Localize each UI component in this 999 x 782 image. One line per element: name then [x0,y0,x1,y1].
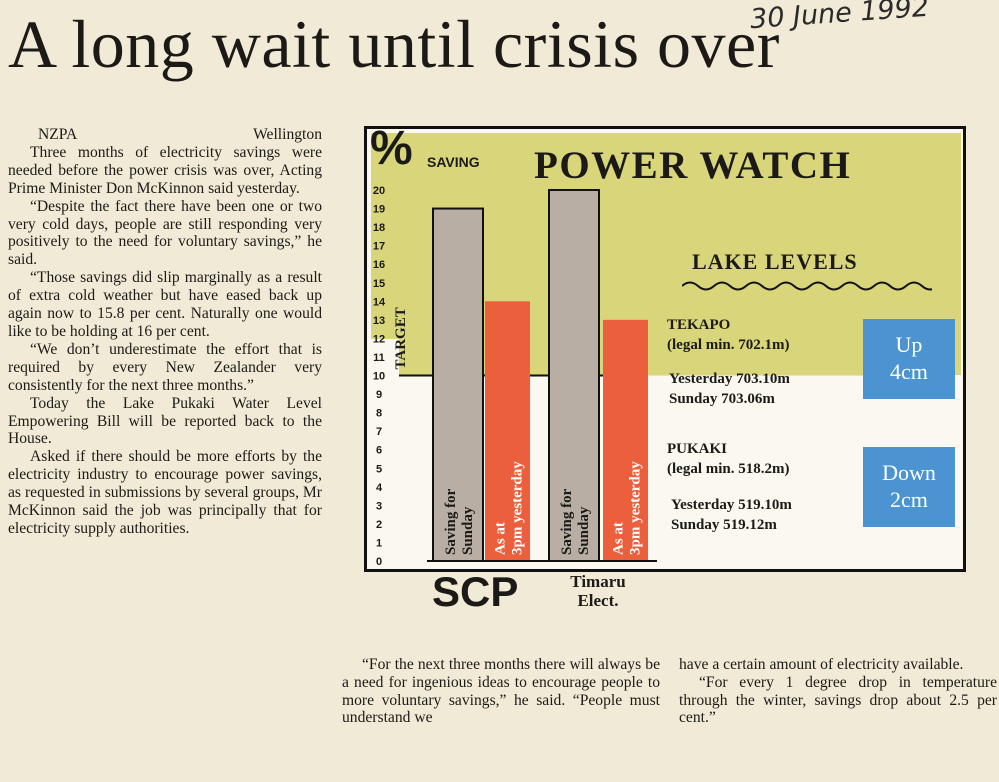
badge-amount: 2cm [890,487,928,512]
bar-label: As at3pm yesterday [611,461,644,555]
y-tick-label: 13 [373,315,385,327]
y-tick-label: 2 [376,519,382,531]
y-tick-label: 4 [376,482,383,494]
lake-legal-tekapo: (legal min. 702.1m) [667,337,790,353]
lake-levels-title: LAKE LEVELS [692,249,858,274]
article-paragraph: Asked if there should be more efforts by… [8,448,322,537]
lake-change-badge-tekapo: Up 4cm [863,319,955,399]
lake-reading-pukaki: Yesterday 519.10m Sunday 519.12m [671,495,792,535]
bar-label-line: Sunday [460,506,476,555]
lake-yesterday: Yesterday 703.10m [669,371,790,387]
y-tick-label: 19 [373,204,385,216]
headline: A long wait until crisis over [8,6,780,82]
article-paragraph: “We don’t underestimate the effort that … [8,340,322,394]
bar-label-line: Sunday [576,506,592,555]
chart-title: POWER WATCH [534,144,852,187]
y-tick-label: 6 [376,445,382,457]
y-tick-label: 9 [376,389,382,401]
dateline-agency: NZPA [38,126,78,143]
article-paragraph: “For the next three months there will al… [342,656,660,727]
bar-label-line: Saving for [443,488,459,555]
lake-name-tekapo: TEKAPO [667,317,731,333]
bar-label-line: 3pm yesterday [628,461,644,555]
article-paragraph: “Those savings did slip marginally as a … [8,269,322,340]
y-tick-label: 1 [376,537,382,549]
target-label: TARGET [393,307,409,369]
y-tick-label: 16 [373,259,385,271]
bar-label: Saving forSunday [559,488,592,555]
bar-label: Saving forSunday [443,488,476,555]
article-column-left: NZPA Wellington Three months of electric… [8,126,322,538]
group-label-timaru: Timaru Elect. [570,572,626,610]
wave-divider [682,281,932,291]
y-tick-label: 7 [376,426,382,438]
bar [485,301,530,561]
y-axis-word: SAVING [427,154,480,170]
bar [603,319,648,561]
lake-sunday: Sunday 519.12m [671,517,777,533]
y-tick-label: 10 [373,371,385,383]
y-tick-label: 15 [373,278,385,290]
group-label-scp: SCP [432,568,519,615]
lake-name-pukaki: PUKAKI [667,441,727,457]
y-tick-label: 18 [373,222,385,234]
bar [548,189,600,562]
y-tick-label: 17 [373,241,385,253]
y-tick-label: 0 [376,556,382,568]
lake-reading-tekapo: Yesterday 703.10m Sunday 703.06m [669,369,790,409]
badge-direction: Down [882,460,936,485]
y-tick-label: 14 [373,296,386,308]
y-tick-label: 3 [376,500,382,512]
dateline-city: Wellington [253,126,322,143]
bar-plot: 01234567891011121314151617181920TARGETSa… [373,185,951,568]
y-tick-label: 11 [373,352,385,364]
y-tick-label: 12 [373,333,385,345]
power-watch-chart: % SAVING POWER WATCH 0 1 2 3 4 5 6 7 8 9 10 11 12 13 1… [364,122,966,572]
dateline: NZPA Wellington [8,126,322,144]
article-column-right: have a certain amount of electricity ava… [679,656,997,727]
bar-label-line: As at [493,522,509,555]
article-column-middle: “For the next three months there will al… [342,656,660,727]
y-tick-label: 20 [373,185,385,197]
lake-legal-pukaki: (legal min. 518.2m) [667,461,790,477]
article-paragraph: “Despite the fact there have been one or… [8,197,322,269]
article-paragraph: Today the Lake Pukaki Water Level Empowe… [8,394,322,448]
article-paragraph: “For every 1 degree drop in temperature … [679,673,997,727]
article-paragraph: have a certain amount of electricity ava… [679,656,964,673]
y-tick-label: 8 [376,408,382,420]
lake-sunday: Sunday 703.06m [669,391,775,407]
bar-label-line: As at [611,522,627,555]
lake-yesterday: Yesterday 519.10m [671,497,792,513]
badge-amount: 4cm [890,359,928,384]
y-tick-label: 5 [376,463,382,475]
badge-direction: Up [895,332,923,357]
lake-change-badge-pukaki: Down 2cm [863,447,955,527]
bar-label-line: 3pm yesterday [510,461,526,555]
percent-symbol: % [370,122,413,175]
article-paragraph: Three months of electricity savings were… [8,143,322,197]
bar-label: As at3pm yesterday [493,461,526,555]
bar-label-line: Saving for [559,488,575,555]
